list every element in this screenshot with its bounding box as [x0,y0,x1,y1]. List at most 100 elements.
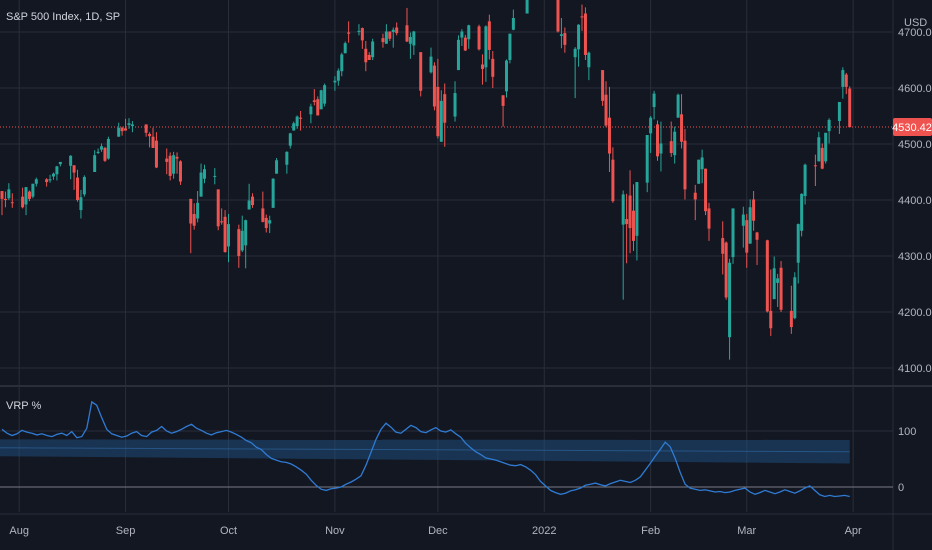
candle-down [601,70,605,101]
candle-up [285,151,289,165]
candle-up [772,268,776,300]
candle-down [237,229,241,256]
candle-up [525,0,529,14]
candle-down [491,58,495,77]
indicator-title: VRP % [6,400,41,412]
candle-down [607,117,611,154]
candle-down [556,0,560,32]
candle-up [319,90,323,110]
candle-up [58,161,62,165]
candle-down [10,202,14,204]
candle-up [295,116,299,127]
candle-up [275,160,279,174]
time-tick-label: Apr [845,525,862,537]
candle-down [21,196,25,208]
candle-down [168,155,172,176]
candle-up [93,155,97,172]
candle-up [731,208,735,258]
candle-down [563,33,567,45]
time-tick-label: Oct [220,525,237,537]
candle-up [199,172,203,197]
candle-down [693,192,697,200]
candle-up [213,175,217,177]
candle-down [27,191,31,199]
price-tick-label: 4200.00 [898,307,932,319]
candle-down [752,199,756,221]
price-tick-label: 4600.00 [898,83,932,95]
candle-up [800,193,804,231]
candle-down [381,38,385,43]
candle-down [604,94,608,126]
candle-down [316,99,320,116]
candle-down [683,140,687,190]
candle-down [347,32,351,34]
time-tick-label: Feb [641,525,660,537]
candle-up [340,54,344,72]
last-price-badge [893,117,932,136]
axes: 4100.00 4200.00 4300.00 4400.00 4500.00 4600.… [9,17,932,537]
candle-down [312,100,316,102]
candle-up [391,29,395,32]
candle-up [100,146,104,150]
candle-up [467,25,471,40]
candle-up [573,48,577,58]
candle-down [765,240,769,312]
candle-down [704,168,708,212]
candle-down [480,64,484,69]
candle-down [175,156,179,159]
candle-up [841,70,845,87]
candle-down [120,127,124,132]
candle-up [577,24,581,50]
vrp-band [0,439,850,464]
candle-down [45,179,49,183]
candle-down [419,52,423,91]
candle-down [395,27,399,34]
candle-down [3,198,7,200]
candle-up [673,131,677,156]
candle-down [189,198,193,224]
candle-up [117,127,121,137]
candle-up [24,187,28,205]
candle-down [755,232,759,240]
candle-down [261,208,265,222]
candle-down [628,195,632,228]
candle-down [251,196,255,206]
candle-down [432,65,436,107]
vrp-tick-label: 100 [898,426,916,438]
candle-down [443,94,447,123]
candle-up [429,56,433,73]
candle-up [456,39,460,71]
candle-down [631,210,635,241]
candle-down [820,147,824,169]
candle-up [776,278,780,283]
candle-down [103,147,107,161]
candle-up [271,178,275,208]
time-tick-label: Sep [116,525,136,537]
candle-down [580,16,584,18]
candle-up [343,43,347,54]
candle-down [223,216,227,253]
candle-down [463,37,467,51]
candle-up [51,173,55,177]
candle-down [367,54,371,60]
last-price-label: 4530.42 [892,122,932,134]
candle-up [508,33,512,60]
candle-up [484,26,488,68]
candle-up [7,189,11,199]
candle-down [745,220,749,253]
candle-down [724,242,728,298]
candle-up [676,94,680,118]
candle-down [680,114,684,142]
time-tick-label: Aug [9,525,29,537]
candle-down [487,21,491,50]
candle-up [559,34,563,36]
candle-up [79,197,83,211]
candle-down [299,117,303,119]
candle-up [817,137,821,162]
candle-down [844,74,848,87]
candle-up [824,132,828,162]
candle-down [789,310,793,328]
candle-down [611,159,615,202]
